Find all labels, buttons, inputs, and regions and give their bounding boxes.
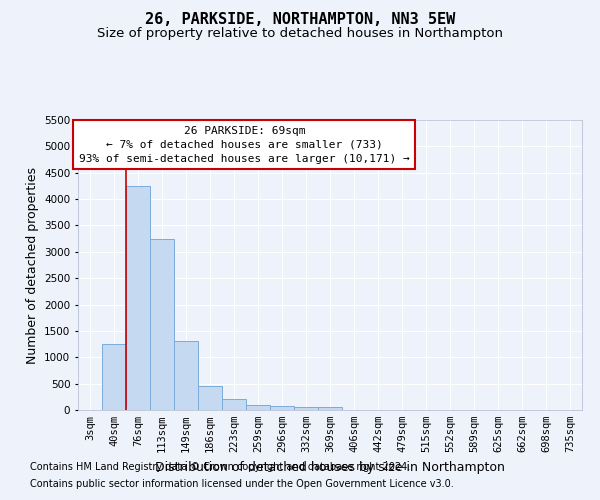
Bar xyxy=(294,406,318,410)
Text: 26 PARKSIDE: 69sqm
← 7% of detached houses are smaller (733)
93% of semi-detache: 26 PARKSIDE: 69sqm ← 7% of detached hous… xyxy=(79,126,410,164)
X-axis label: Distribution of detached houses by size in Northampton: Distribution of detached houses by size … xyxy=(155,460,505,473)
Bar xyxy=(246,404,270,410)
Bar xyxy=(222,400,246,410)
Y-axis label: Number of detached properties: Number of detached properties xyxy=(26,166,38,364)
Bar xyxy=(126,186,150,410)
Bar xyxy=(150,238,174,410)
Text: Contains HM Land Registry data © Crown copyright and database right 2024.: Contains HM Land Registry data © Crown c… xyxy=(30,462,410,472)
Bar xyxy=(270,406,294,410)
Text: Contains public sector information licensed under the Open Government Licence v3: Contains public sector information licen… xyxy=(30,479,454,489)
Bar xyxy=(174,342,198,410)
Bar xyxy=(198,386,222,410)
Text: 26, PARKSIDE, NORTHAMPTON, NN3 5EW: 26, PARKSIDE, NORTHAMPTON, NN3 5EW xyxy=(145,12,455,28)
Bar xyxy=(102,344,126,410)
Text: Size of property relative to detached houses in Northampton: Size of property relative to detached ho… xyxy=(97,28,503,40)
Bar xyxy=(318,407,342,410)
